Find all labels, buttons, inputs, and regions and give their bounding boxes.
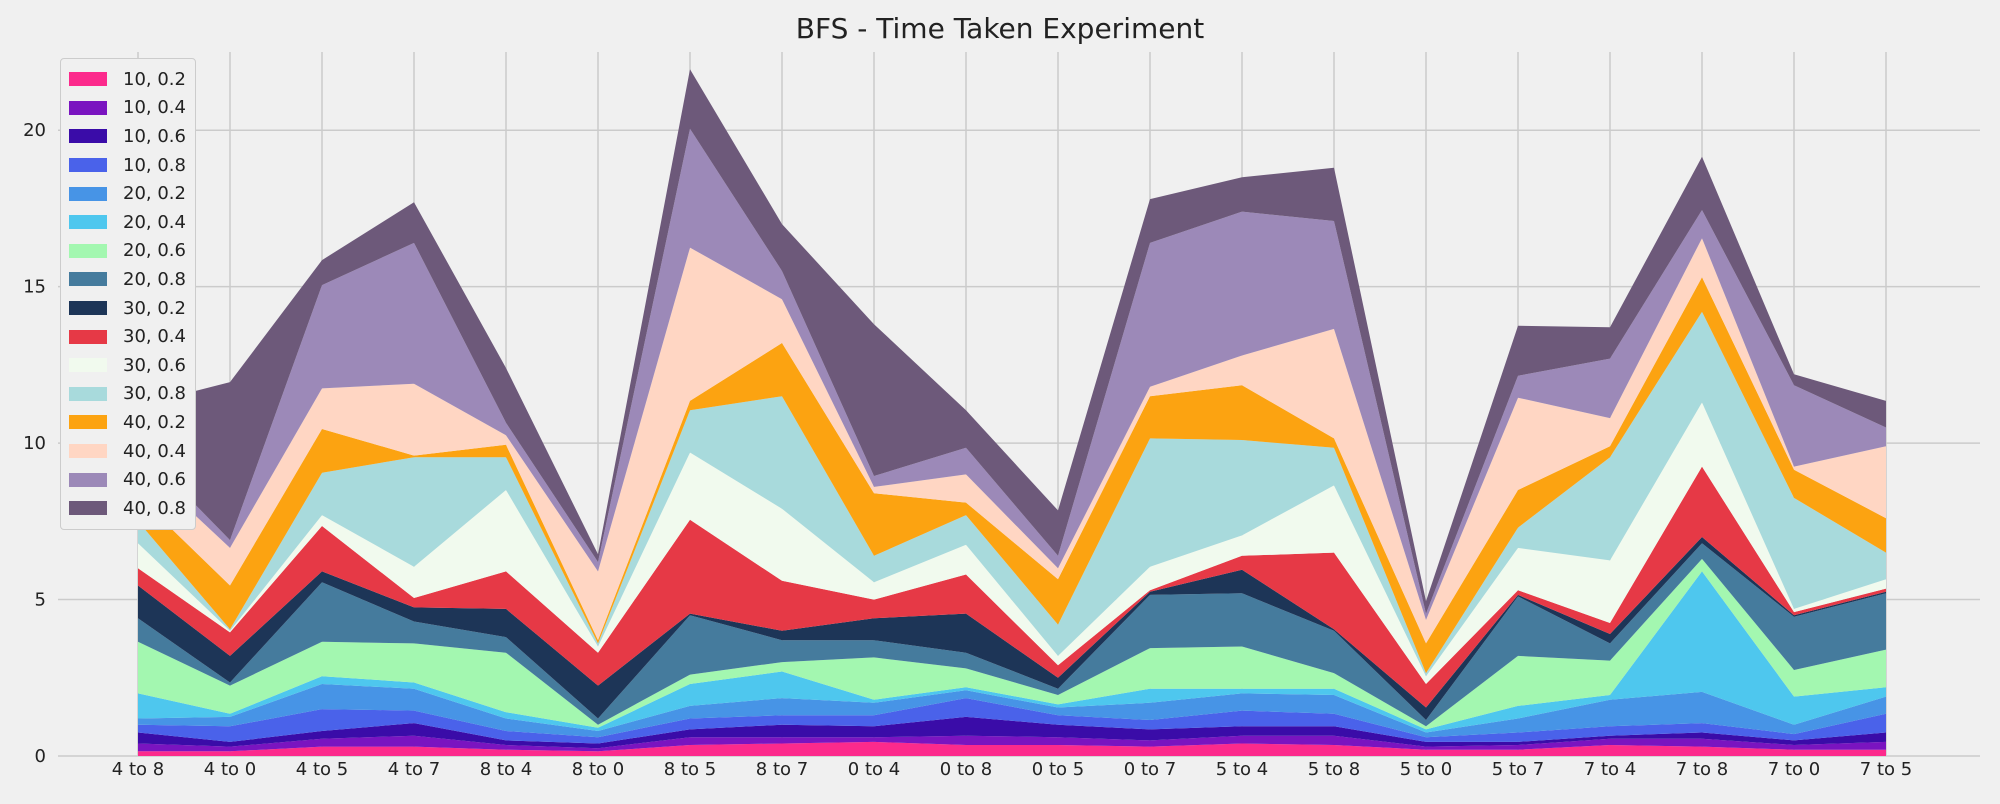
legend-label: 30, 0.4 bbox=[123, 326, 186, 348]
x-tick-label: 0 to 4 bbox=[848, 759, 900, 780]
area-series-10-0-8 bbox=[138, 698, 1886, 744]
x-tick-label: 0 to 5 bbox=[1032, 759, 1084, 780]
legend-item: 40, 0.2 bbox=[69, 408, 187, 437]
axes: 4 to 8 4 to 0 4 to 5 4 to 7 8 to 4 8 to 0 8 to… bbox=[23, 120, 1912, 780]
area-series-10-0-6 bbox=[138, 716, 1886, 749]
x-tick-label: 5 to 7 bbox=[1492, 759, 1544, 780]
y-tick-label: 10 bbox=[23, 433, 46, 454]
legend-label: 40, 0.6 bbox=[123, 469, 186, 491]
legend-swatch bbox=[69, 444, 107, 459]
legend-label: 20, 0.8 bbox=[123, 268, 186, 290]
y-tick-label: 5 bbox=[35, 590, 46, 611]
legend-item: 30, 0.4 bbox=[69, 322, 187, 351]
legend-item: 10, 0.6 bbox=[69, 122, 187, 151]
legend-item: 30, 0.8 bbox=[69, 380, 187, 409]
legend-item: 20, 0.8 bbox=[69, 265, 187, 294]
legend-swatch bbox=[69, 501, 107, 516]
legend-item: 20, 0.6 bbox=[69, 237, 187, 266]
x-tick-label: 8 to 5 bbox=[664, 759, 716, 780]
legend-swatch bbox=[69, 415, 107, 430]
x-tick-label: 0 to 7 bbox=[1124, 759, 1176, 780]
legend-label: 30, 0.2 bbox=[123, 297, 186, 319]
legend-swatch bbox=[69, 129, 107, 144]
x-tick-label: 7 to 0 bbox=[1768, 759, 1820, 780]
legend-label: 20, 0.2 bbox=[123, 183, 186, 205]
legend-label: 10, 0.2 bbox=[123, 68, 186, 90]
x-tick-label: 7 to 8 bbox=[1676, 759, 1728, 780]
x-tick-label: 5 to 0 bbox=[1400, 759, 1452, 780]
legend-label: 10, 0.6 bbox=[123, 125, 186, 147]
area-series-40-0-8 bbox=[138, 69, 1886, 614]
legend-label: 10, 0.8 bbox=[123, 154, 186, 176]
legend-swatch bbox=[69, 243, 107, 258]
legend-item: 30, 0.2 bbox=[69, 294, 187, 323]
x-tick-label: 8 to 7 bbox=[756, 759, 808, 780]
y-tick-label: 20 bbox=[23, 120, 46, 141]
x-tick-label: 4 to 0 bbox=[204, 759, 256, 780]
legend-label: 30, 0.8 bbox=[123, 383, 186, 405]
x-tick-label: 7 to 5 bbox=[1860, 759, 1912, 780]
area-series-40-0-4 bbox=[138, 238, 1886, 644]
area-series-10-0-4 bbox=[138, 735, 1886, 752]
legend-swatch bbox=[69, 472, 107, 487]
legend-swatch bbox=[69, 272, 107, 287]
legend-swatch bbox=[69, 72, 107, 87]
legend-label: 10, 0.4 bbox=[123, 97, 186, 119]
legend-label: 40, 0.2 bbox=[123, 411, 186, 433]
area-series bbox=[138, 69, 1886, 756]
legend-item: 20, 0.4 bbox=[69, 208, 187, 237]
area-series-30-0-8 bbox=[138, 311, 1886, 677]
x-tick-label: 4 to 5 bbox=[296, 759, 348, 780]
x-tick-label: 8 to 4 bbox=[480, 759, 532, 780]
legend-swatch bbox=[69, 329, 107, 344]
legend-label: 40, 0.4 bbox=[123, 440, 186, 462]
y-tick-label: 0 bbox=[35, 746, 46, 767]
x-tick-label: 5 to 8 bbox=[1308, 759, 1360, 780]
area-series-40-0-2 bbox=[138, 277, 1886, 674]
x-tick-label: 7 to 4 bbox=[1584, 759, 1636, 780]
x-tick-label: 5 to 4 bbox=[1216, 759, 1268, 780]
legend-label: 20, 0.6 bbox=[123, 240, 186, 262]
legend: 10, 0.2 10, 0.4 10, 0.6 10, 0.8 20, 0.2 20, 0… bbox=[60, 58, 196, 530]
x-tick-label: 8 to 0 bbox=[572, 759, 624, 780]
legend-swatch bbox=[69, 215, 107, 230]
legend-swatch bbox=[69, 100, 107, 115]
area-series-40-0-6 bbox=[138, 128, 1886, 620]
legend-swatch bbox=[69, 358, 107, 373]
x-tick-label: 4 to 8 bbox=[112, 759, 164, 780]
legend-swatch bbox=[69, 301, 107, 316]
x-tick-label: 0 to 8 bbox=[940, 759, 992, 780]
legend-item: 30, 0.6 bbox=[69, 351, 187, 380]
area-series-30-0-4 bbox=[138, 466, 1886, 708]
area-series-10-0-2 bbox=[138, 741, 1886, 756]
legend-label: 40, 0.8 bbox=[123, 497, 186, 519]
legend-item: 40, 0.6 bbox=[69, 465, 187, 494]
x-tick-label: 4 to 7 bbox=[388, 759, 440, 780]
legend-item: 10, 0.2 bbox=[69, 65, 187, 94]
area-series-20-0-2 bbox=[138, 684, 1886, 738]
legend-swatch bbox=[69, 186, 107, 201]
legend-swatch bbox=[69, 386, 107, 401]
y-tick-label: 15 bbox=[23, 277, 46, 298]
chart-title: BFS - Time Taken Experiment bbox=[795, 12, 1205, 45]
legend-item: 20, 0.2 bbox=[69, 179, 187, 208]
area-series-20-0-4 bbox=[138, 571, 1886, 733]
legend-item: 40, 0.8 bbox=[69, 494, 187, 523]
area-series-20-0-8 bbox=[138, 543, 1886, 727]
area-series-20-0-6 bbox=[138, 558, 1886, 730]
area-series-30-0-2 bbox=[138, 537, 1886, 720]
legend-item: 10, 0.8 bbox=[69, 151, 187, 180]
legend-label: 30, 0.6 bbox=[123, 354, 186, 376]
legend-item: 40, 0.4 bbox=[69, 437, 187, 466]
legend-swatch bbox=[69, 158, 107, 173]
area-series-30-0-6 bbox=[138, 402, 1886, 684]
legend-item: 10, 0.4 bbox=[69, 94, 187, 123]
legend-label: 20, 0.4 bbox=[123, 211, 186, 233]
